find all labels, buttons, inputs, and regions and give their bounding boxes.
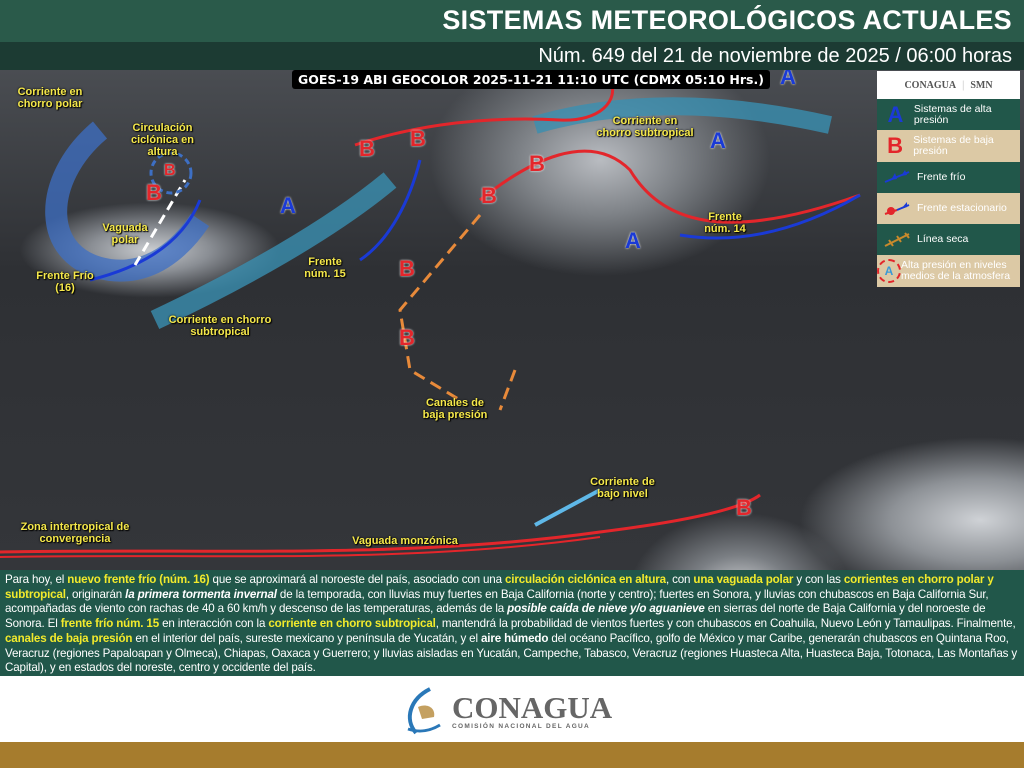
legend-item-low: B Sistemas de baja presión: [877, 130, 1020, 162]
legend-label: Sistemas de baja presión: [913, 133, 994, 157]
highlighted-text: frente frío núm. 15: [60, 617, 160, 631]
low-level-jet-arrow: [534, 488, 601, 527]
forecast-description: Para hoy, el nuevo frente frío (núm. 16)…: [0, 570, 1024, 676]
highlighted-text: posible caída de nieve y/o aguanieve: [507, 602, 705, 616]
map-label: Frente Frío (16): [36, 270, 94, 294]
map-label: Circulación ciclónica en altura: [131, 122, 194, 158]
highlighted-text: nuevo frente frío (núm. 16): [67, 573, 210, 586]
map-label: Corriente en chorro subtropical: [168, 314, 272, 338]
legend-label: Frente estacionario: [917, 202, 1007, 215]
logo-name: CONAGUA: [452, 689, 613, 725]
legend-label: Línea seca: [917, 233, 969, 246]
map-label: Corriente en chorro polar: [17, 86, 83, 110]
description-text: en interacción con la: [159, 617, 269, 631]
high-pressure-marker: A: [280, 193, 296, 218]
upper-cyclone-circle: [149, 151, 193, 195]
highlighted-text: circulación ciclónica en altura: [504, 573, 666, 586]
satellite-caption: GOES-19 ABI GEOCOLOR 2025-11-21 11:10 UT…: [292, 70, 770, 89]
highlighted-text: corriente en chorro subtropical: [268, 617, 436, 631]
low-pressure-marker: B: [399, 256, 415, 281]
conagua-logo: CONAGUA: [904, 79, 957, 91]
highlighted-text: aire húmedo: [480, 631, 549, 645]
map-label: Zona intertropical de convergencia: [20, 521, 130, 545]
footer-bar: [0, 742, 1024, 768]
map-label: Corriente en chorro subtropical: [596, 115, 694, 139]
map-label: Frente núm. 14: [704, 211, 746, 235]
stationary-front-icon: [877, 201, 917, 216]
weather-systems-overlay: [0, 79, 861, 558]
logo-subtitle: COMISIÓN NACIONAL DEL AGUA: [452, 722, 591, 730]
itcz-line: [0, 493, 761, 554]
low-pressure-marker: B: [146, 180, 162, 205]
stationary-front-north: [354, 79, 614, 147]
conagua-footer-logo: CONAGUA COMISIÓN NACIONAL DEL AGUA: [400, 680, 630, 742]
highlighted-text: canales de baja presión: [5, 631, 133, 645]
dry-line-icon: [877, 232, 917, 248]
description-text: que se aproximará al noroeste del país, …: [209, 573, 505, 586]
low-pressure-marker: B: [164, 162, 176, 179]
smn-logo: SMN: [970, 79, 993, 91]
low-pressure-trough: [398, 214, 482, 402]
description-text: de la temporada, con lluvias muy fuertes…: [5, 587, 989, 616]
description-text: del océano Pacífico, golfo de México y m…: [5, 631, 1017, 675]
satellite-map: GOES-19 ABI GEOCOLOR 2025-11-21 11:10 UT…: [0, 70, 1024, 570]
legend-label: Sistemas de alta presión: [913, 102, 992, 126]
itcz-line-2: [0, 536, 601, 558]
legend-item-dry-line: Línea seca: [877, 224, 1020, 256]
low-pressure-icon: B: [887, 133, 904, 159]
map-label: Corriente de bajo nivel: [590, 476, 655, 500]
map-label: Frente núm. 15: [304, 256, 346, 280]
cold-front-14: [679, 193, 861, 240]
cold-front-16: [89, 199, 202, 282]
cold-front-icon: [877, 170, 917, 184]
description-text: y con las: [793, 573, 844, 586]
cold-front-15: [359, 159, 422, 262]
description-text: , originarán: [65, 587, 126, 601]
map-label: Vaguada polar: [102, 222, 148, 246]
legend-item-stationary-front: Frente estacionario: [877, 192, 1020, 225]
description-text: Para hoy, el: [5, 573, 68, 586]
highlighted-text: una vaguada polar: [693, 573, 794, 586]
description-text: en sierras del norte de Baja California …: [5, 602, 986, 631]
low-pressure-marker: B: [359, 136, 375, 161]
low-pressure-marker: B: [481, 183, 497, 208]
legend-logos: CONAGUA | SMN: [904, 79, 993, 91]
low-pressure-trough-se: [498, 369, 517, 411]
high-pressure-marker: A: [710, 128, 726, 153]
map-label: Canales de baja presión: [422, 397, 488, 421]
bulletin-subtitle: Núm. 649 del 21 de noviembre de 2025 / 0…: [0, 42, 1024, 70]
description-text: , con: [665, 573, 694, 586]
conagua-emblem-icon: [407, 687, 441, 735]
low-pressure-marker: B: [529, 151, 545, 176]
subtropical-jet-arrow-west: [150, 172, 397, 330]
high-pressure-icon: A: [887, 102, 904, 128]
midlevel-high-symbol: A: [877, 259, 901, 284]
legend-item-high: A Sistemas de alta presión: [877, 99, 1020, 131]
highlighted-text: corrientes en chorro polar y subtropical: [5, 573, 994, 601]
description-text: , mantendrá la probabilidad de vientos f…: [435, 617, 1016, 631]
legend-label: Alta presión en niveles medios de la atm…: [901, 259, 1011, 283]
legend-label: Frente frío: [917, 170, 966, 183]
polar-trough: [133, 179, 187, 266]
map-legend: CONAGUA | SMN A Sistemas de alta presión B…: [877, 71, 1020, 287]
legend-item-midlevel-high: A Alta presión en niveles medios de la at…: [877, 255, 1020, 287]
legend-item-cold-front: Frente frío: [877, 161, 1020, 193]
high-pressure-marker: A: [625, 228, 641, 253]
low-pressure-marker: B: [410, 126, 426, 151]
page-title: SISTEMAS METEOROLÓGICOS ACTUALES: [0, 0, 1024, 42]
high-pressure-marker: A: [780, 70, 796, 89]
midlevel-high-icon: A: [877, 259, 901, 284]
polar-jet-arrow: [45, 121, 210, 282]
highlighted-text: la primera tormenta invernal: [125, 587, 277, 601]
stationary-front-14: [479, 149, 861, 224]
description-text: en el interior del país, sureste mexican…: [132, 631, 481, 645]
low-pressure-marker: B: [736, 495, 752, 520]
map-label: Vaguada monzónica: [352, 535, 458, 547]
low-pressure-marker: B: [399, 325, 415, 350]
subtropical-jet-arrow-east: [532, 97, 832, 134]
